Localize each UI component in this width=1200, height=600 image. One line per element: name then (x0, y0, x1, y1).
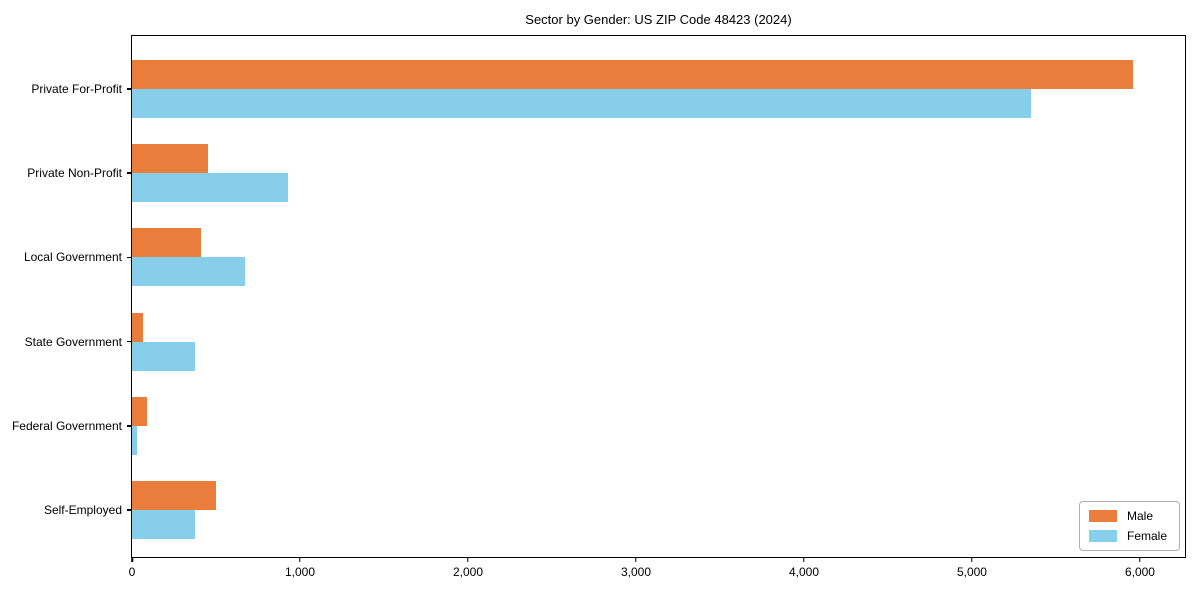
bar-male-local-government (132, 228, 201, 258)
x-tick-mark-5000 (971, 557, 973, 562)
male-legend-swatch (1088, 510, 1117, 522)
x-tick-label-3000: 3,000 (620, 565, 651, 579)
bar-female-self-employed (132, 510, 195, 539)
x-tick-mark-4000 (803, 557, 805, 562)
female-legend-label: Female (1126, 529, 1167, 543)
y-tick-label-self-employed: Self-Employed (43, 503, 122, 517)
y-tick-mark-private-non-profit (127, 172, 132, 174)
x-tick-mark-3000 (635, 557, 637, 562)
y-tick-label-private-for-profit: Private For-Profit (31, 82, 122, 96)
x-tick-label-5000: 5,000 (956, 565, 987, 579)
bar-male-self-employed (132, 481, 216, 510)
male-legend-label: Male (1126, 509, 1153, 523)
x-tick-label-2000: 2,000 (452, 565, 483, 579)
bar-female-local-government (132, 257, 245, 287)
plot-area: Male Female Private For-Profit Private No… (12, 35, 1186, 579)
legend-entry-female: Female (1088, 529, 1167, 543)
x-tick-label-4000: 4,000 (788, 565, 819, 579)
y-tick-label-federal-government: Federal Government (11, 418, 122, 433)
bar-male-federal-government (132, 396, 148, 426)
bar-female-state-government (132, 341, 195, 371)
x-tick-label-6000: 6,000 (1124, 565, 1155, 579)
y-tick-mark-private-for-profit (127, 88, 132, 90)
x-tick-label-0: 0 (128, 565, 136, 579)
y-tick-mark-state-government (127, 340, 132, 343)
bar-male-state-government (132, 312, 143, 342)
bar-female-federal-government (132, 425, 138, 455)
bar-male-private-non-profit (132, 144, 208, 174)
x-tick-mark-0 (131, 557, 133, 562)
legend: Male Female (1078, 501, 1180, 551)
y-tick-mark-local-government (127, 256, 132, 259)
female-legend-swatch (1088, 530, 1117, 542)
y-tick-mark-self-employed (127, 509, 132, 511)
bar-female-private-for-profit (132, 89, 1031, 118)
x-tick-label-1000: 1,000 (284, 565, 315, 579)
x-tick-mark-2000 (467, 557, 469, 562)
y-tick-label-private-non-profit: Private Non-Profit (27, 166, 122, 181)
y-tick-mark-federal-government (127, 425, 132, 427)
legend-entry-male: Male (1088, 509, 1167, 523)
x-tick-mark-1000 (299, 557, 301, 562)
bar-female-private-non-profit (132, 173, 289, 203)
chart-title: Sector by Gender: US ZIP Code 48423 (202… (525, 12, 792, 27)
bar-male-private-for-profit (132, 60, 1134, 89)
y-tick-label-local-government: Local Government (23, 250, 122, 265)
x-tick-mark-6000 (1139, 557, 1141, 562)
y-tick-label-state-government: State Government (24, 334, 122, 349)
